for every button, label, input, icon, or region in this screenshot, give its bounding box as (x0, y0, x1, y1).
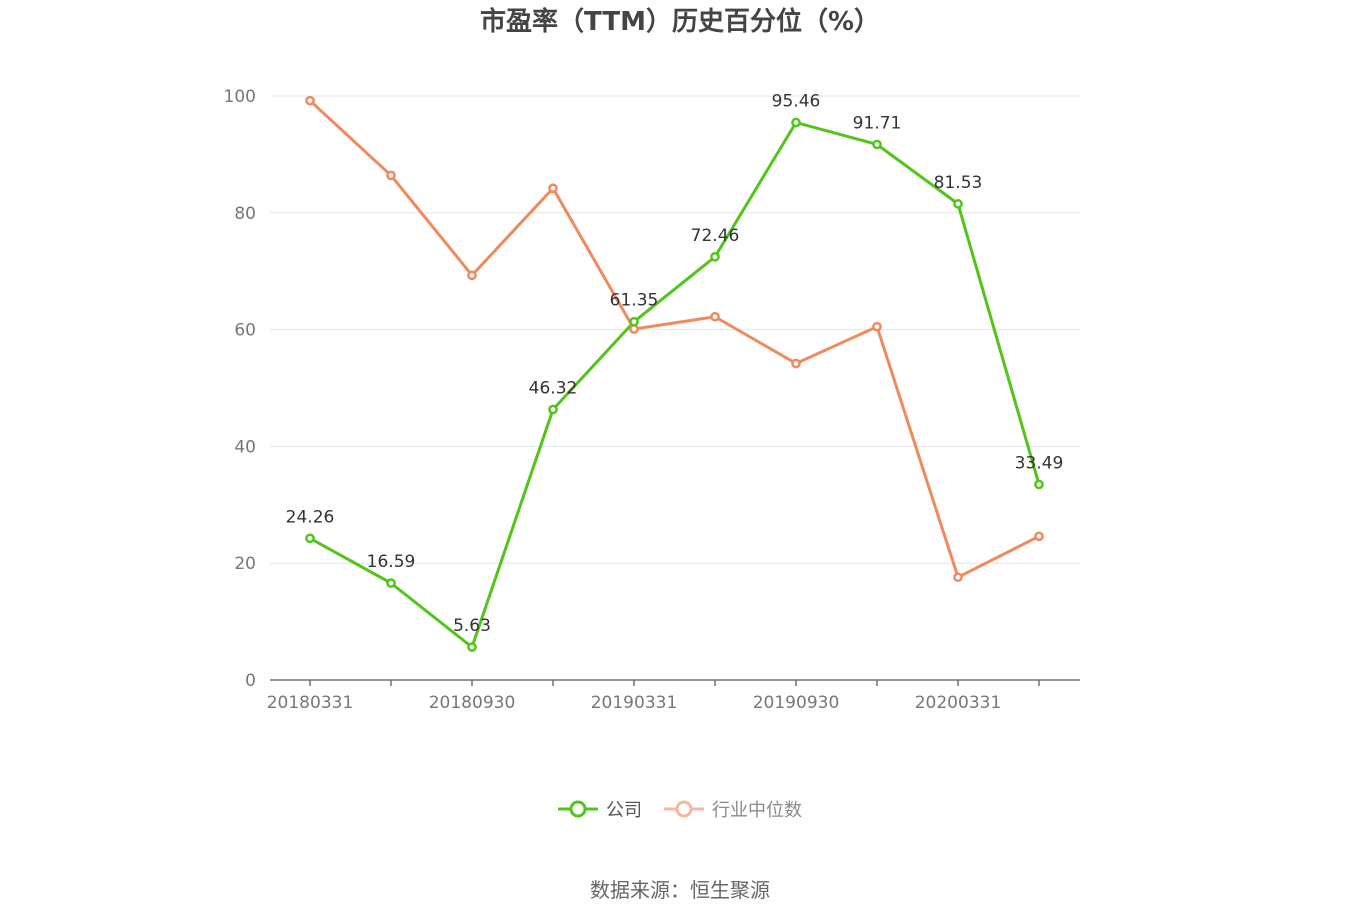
source-note: 数据来源：恒生聚源 (590, 878, 770, 902)
y-tick-label: 80 (234, 204, 256, 224)
legend-label-company: 公司 (606, 800, 642, 821)
data-points (305, 95, 1044, 652)
series-line (308, 99, 1041, 579)
data-point (872, 139, 882, 150)
y-tick-label: 100 (224, 87, 256, 107)
series-line (308, 121, 1041, 649)
data-labels: 24.26 16.59 5.63 46.32 61.35 72.46 95.46 91.71 8… (286, 92, 1064, 637)
data-point (953, 572, 963, 583)
data-label: 81.53 (934, 173, 983, 193)
data-point (386, 578, 396, 588)
line-chart: 0 20 40 60 80 100 20180331 20180930 20190331 2019… (224, 87, 1080, 713)
x-tick-label: 20180930 (429, 693, 516, 713)
data-label: 61.35 (610, 291, 659, 311)
y-tick-label: 60 (234, 321, 256, 341)
grid-lines (270, 95, 1080, 564)
series-lines (308, 99, 1041, 649)
legend-marker-company (558, 800, 598, 818)
data-point (467, 270, 477, 281)
chart-title: 市盈率（TTM）历史百分位（%） (480, 7, 880, 37)
data-point (953, 199, 963, 209)
legend-item-industry[interactable]: 行业中位数 (664, 796, 802, 822)
data-point (548, 183, 558, 194)
y-tick-label: 20 (234, 554, 256, 574)
data-label: 95.46 (772, 92, 821, 112)
data-label: 5.63 (453, 616, 491, 636)
x-tick-label: 20180331 (267, 693, 354, 713)
x-tick-label: 20190930 (753, 693, 840, 713)
data-point (467, 642, 477, 652)
data-point (548, 404, 558, 415)
data-point (305, 533, 315, 544)
data-point (710, 251, 720, 262)
data-label: 72.46 (691, 226, 740, 246)
axes: 0 20 40 60 80 100 20180331 20180930 20190331 2019… (224, 87, 1080, 713)
data-label: 46.32 (529, 378, 578, 398)
data-point (629, 316, 639, 327)
legend-marker-industry (664, 800, 704, 818)
data-point (791, 117, 801, 128)
legend: 公司 行业中位数 (0, 796, 1360, 822)
legend-item-company[interactable]: 公司 (558, 796, 642, 822)
data-point (1034, 531, 1044, 542)
y-tick-label: 40 (234, 437, 256, 457)
data-label: 24.26 (286, 507, 335, 527)
y-tick-label: 0 (245, 671, 256, 691)
data-point (386, 170, 396, 181)
data-label: 91.71 (853, 113, 902, 133)
data-point (1034, 479, 1044, 490)
data-point (305, 95, 315, 106)
x-tick-label: 20200331 (915, 693, 1002, 713)
data-point (710, 311, 720, 322)
data-label: 16.59 (367, 552, 416, 572)
legend-label-industry: 行业中位数 (712, 800, 802, 821)
data-point (791, 358, 801, 369)
data-label: 33.49 (1015, 453, 1064, 473)
data-point (872, 321, 882, 332)
x-tick-label: 20190331 (591, 693, 678, 713)
